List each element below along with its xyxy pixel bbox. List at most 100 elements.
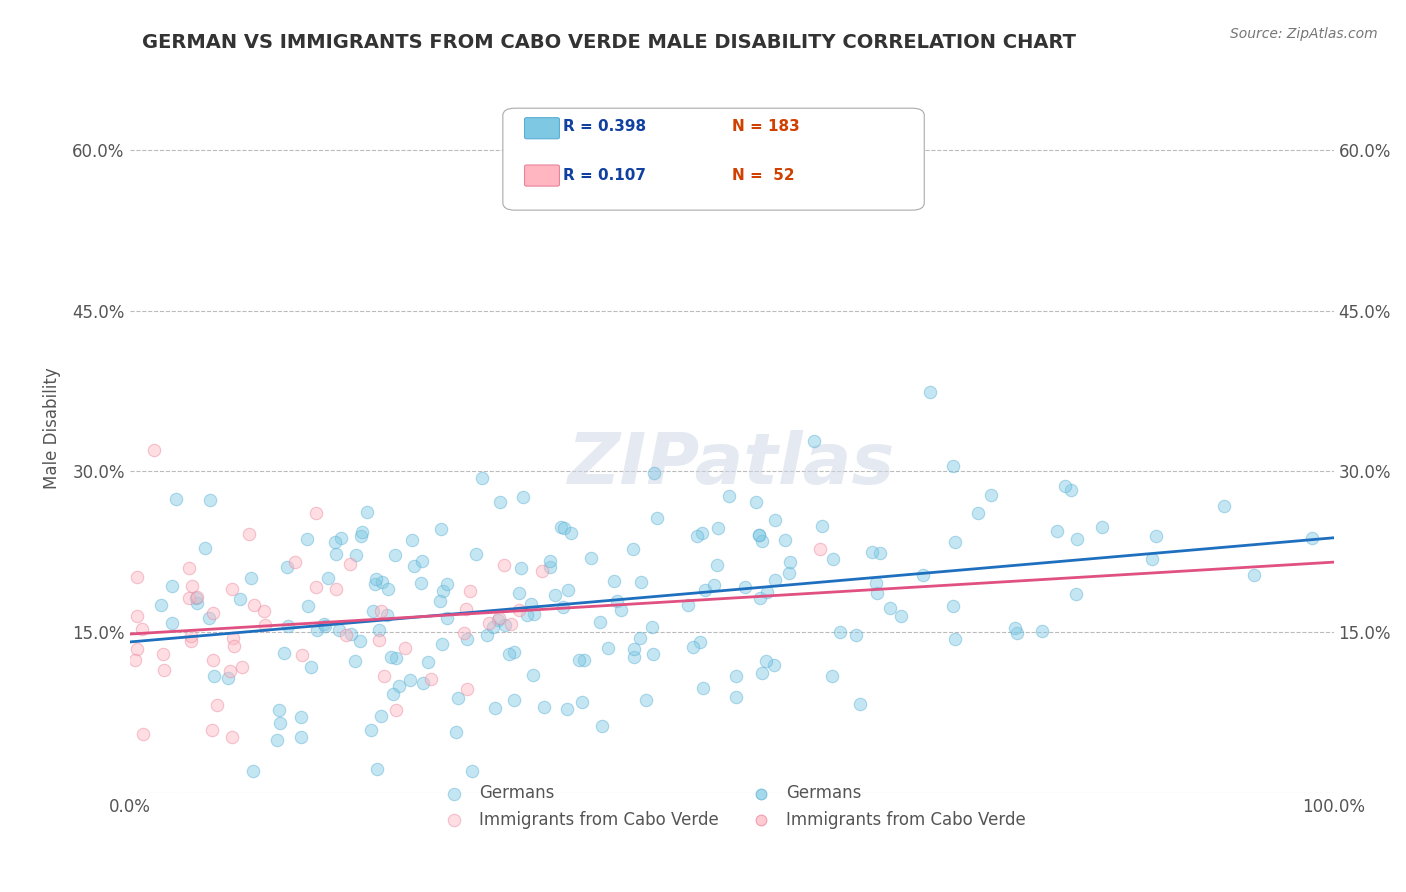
Germans <box>465 547 488 561</box>
Text: N = 183: N = 183 <box>731 119 800 134</box>
Germans <box>344 548 367 562</box>
FancyBboxPatch shape <box>524 118 560 139</box>
Germans <box>198 611 221 625</box>
Germans <box>318 571 340 585</box>
Germans <box>920 385 942 400</box>
Immigrants from Cabo Verde <box>420 673 443 687</box>
Germans <box>447 690 470 705</box>
Germans <box>568 652 591 666</box>
Germans <box>636 693 658 707</box>
Germans <box>228 591 250 606</box>
Germans <box>364 577 387 591</box>
Immigrants from Cabo Verde <box>501 617 523 632</box>
Immigrants from Cabo Verde <box>207 698 229 713</box>
Germans <box>307 623 329 637</box>
Immigrants from Cabo Verde <box>456 681 478 696</box>
Germans <box>703 578 725 592</box>
Germans <box>943 534 966 549</box>
Germans <box>198 493 221 508</box>
Germans <box>399 673 422 687</box>
Immigrants from Cabo Verde <box>238 526 260 541</box>
Germans <box>623 649 645 664</box>
Germans <box>297 599 319 613</box>
Immigrants from Cabo Verde <box>284 555 307 569</box>
Immigrants from Cabo Verde <box>153 663 176 677</box>
Germans <box>370 709 392 723</box>
Germans <box>820 669 842 683</box>
Germans <box>574 652 596 666</box>
Germans <box>609 602 631 616</box>
Germans <box>186 596 208 610</box>
Immigrants from Cabo Verde <box>453 626 475 640</box>
Immigrants from Cabo Verde <box>368 633 391 648</box>
Germans <box>1243 568 1265 582</box>
Germans <box>725 690 748 704</box>
Germans <box>471 471 494 485</box>
Germans <box>380 649 402 664</box>
Germans <box>340 626 363 640</box>
Germans <box>849 697 872 711</box>
Immigrants from Cabo Verde <box>488 611 510 625</box>
Immigrants from Cabo Verde <box>181 579 204 593</box>
Immigrants from Cabo Verde <box>394 640 416 655</box>
Germans <box>267 703 290 717</box>
Germans <box>751 666 773 681</box>
Germans <box>1091 520 1114 534</box>
Germans <box>706 558 728 572</box>
Immigrants from Cabo Verde <box>222 631 245 645</box>
Germans <box>460 764 482 779</box>
Germans <box>375 608 398 623</box>
Germans <box>384 651 406 665</box>
Germans <box>1066 532 1088 546</box>
Germans <box>436 577 458 591</box>
Immigrants from Cabo Verde <box>142 442 165 457</box>
Germans <box>165 492 187 507</box>
Immigrants from Cabo Verde <box>177 561 200 575</box>
Germans <box>606 594 628 608</box>
Germans <box>314 616 336 631</box>
Germans <box>290 709 312 723</box>
Germans <box>755 584 778 599</box>
Immigrants from Cabo Verde <box>335 627 357 641</box>
Germans <box>557 582 579 597</box>
Germans <box>516 608 538 623</box>
Germans <box>502 692 524 706</box>
Immigrants from Cabo Verde <box>201 723 224 737</box>
Germans <box>865 575 887 590</box>
Immigrants from Cabo Verde <box>305 506 328 520</box>
Germans <box>430 522 453 536</box>
Germans <box>544 588 567 602</box>
Germans <box>942 458 965 473</box>
Germans <box>273 646 295 660</box>
Immigrants from Cabo Verde <box>370 604 392 618</box>
Immigrants from Cabo Verde <box>124 652 146 666</box>
Germans <box>630 574 652 589</box>
Immigrants from Cabo Verde <box>492 558 515 573</box>
Germans <box>323 535 346 549</box>
Immigrants from Cabo Verde <box>180 629 202 643</box>
Germans <box>325 547 347 561</box>
Immigrants from Cabo Verde <box>478 616 501 631</box>
Germans <box>368 623 391 637</box>
Text: R = 0.398: R = 0.398 <box>562 119 647 134</box>
Germans <box>266 733 288 747</box>
Germans <box>643 467 665 481</box>
Text: Source: ZipAtlas.com: Source: ZipAtlas.com <box>1230 27 1378 41</box>
Immigrants from Cabo Verde <box>202 653 225 667</box>
Immigrants from Cabo Verde <box>152 648 174 662</box>
Immigrants from Cabo Verde <box>305 580 328 594</box>
Germans <box>481 619 503 633</box>
Germans <box>360 723 382 737</box>
Germans <box>628 631 651 645</box>
Germans <box>1301 531 1323 545</box>
Germans <box>967 506 990 520</box>
Immigrants from Cabo Verde <box>125 641 148 656</box>
Germans <box>217 671 239 685</box>
Germans <box>366 572 388 586</box>
Germans <box>571 695 593 709</box>
Germans <box>682 640 704 654</box>
Germans <box>686 529 709 543</box>
Germans <box>411 575 433 590</box>
Germans <box>411 553 433 567</box>
Immigrants from Cabo Verde <box>339 558 361 572</box>
